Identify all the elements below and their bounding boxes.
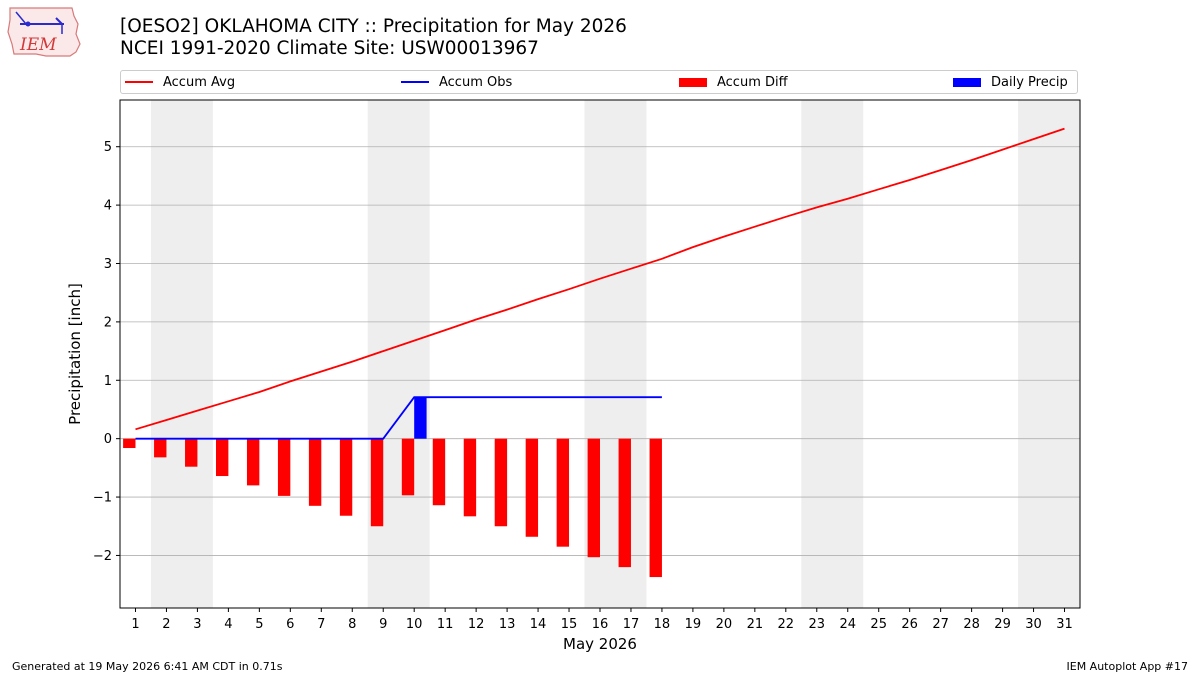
legend-label-accum-obs: Accum Obs [439,74,513,90]
x-tick-label: 9 [379,617,387,632]
accum-diff-bar [308,438,322,506]
accum-diff-bar [587,438,600,558]
x-tick-label: 5 [255,617,263,632]
x-tick-label: 4 [224,617,232,632]
x-tick-label: 13 [499,617,516,632]
legend-label-accum-avg: Accum Avg [163,74,236,90]
x-tick-label: 24 [839,617,856,632]
x-tick-label: 17 [623,617,640,632]
y-tick-label: 2 [104,315,112,330]
x-tick-label: 10 [406,617,423,632]
x-tick-label: 22 [778,617,795,632]
daily-precip-bar [414,397,427,439]
accum-diff-bar [154,438,167,458]
x-tick-label: 1 [131,617,139,632]
accum-diff-bar [463,438,477,517]
iem-logo-icon: IEM [7,7,81,57]
legend-item-accum-diff: Accum Diff [679,71,788,93]
x-tick-label: 7 [317,617,325,632]
weekend-shade-3 [801,100,864,608]
x-tick-label: 12 [468,617,485,632]
legend-swatch-daily-precip [953,77,981,87]
accum-diff-bar [185,438,198,467]
accum-diff-bar [649,438,662,578]
y-tick-label: 1 [104,374,112,389]
weekend-shade-4 [1018,100,1080,608]
chart-title: [OESO2] OKLAHOMA CITY :: Precipitation f… [120,16,627,37]
legend-item-daily-precip: Daily Precip [953,71,1068,93]
y-tick-label: 3 [104,257,112,272]
x-tick-label: 6 [286,617,294,632]
y-axis-label: Precipitation [inch] [66,283,84,425]
legend-label-accum-diff: Accum Diff [717,74,788,90]
accum-obs-line [135,396,662,440]
x-tick-label: 14 [530,617,547,632]
accum-diff-bar [216,438,229,477]
accum-diff-bar [246,438,260,486]
x-tick-label: 2 [162,617,170,632]
legend-label-daily-precip: Daily Precip [991,74,1068,90]
logo-text: IEM [19,35,57,55]
legend-swatch-accum-diff [679,77,707,87]
y-tick-label: 5 [104,140,112,155]
x-tick-label: 21 [747,617,764,632]
x-tick-label: 25 [870,617,887,632]
chart-subtitle: NCEI 1991-2020 Climate Site: USW00013967 [120,38,539,59]
weekend-shading [150,100,1080,608]
x-tick-label: 26 [901,617,918,632]
y-tick-label: 4 [104,199,112,214]
x-tick-label: 27 [932,617,949,632]
plot-frame [119,99,1081,609]
accum-avg-line [135,127,1065,431]
bars [123,397,662,578]
x-tick-label: 3 [193,617,201,632]
x-axis-label: May 2026 [563,635,637,653]
x-tick-label: 31 [1056,617,1073,632]
x-tick-label: 8 [348,617,356,632]
legend-swatch-accum-avg [125,81,153,83]
x-tick-label: 30 [1025,617,1042,632]
x-tick-label: 18 [654,617,671,632]
accum-diff-bar [277,438,291,496]
y-tick-label: −2 [93,549,112,564]
x-tick-label: 16 [592,617,609,632]
accum-diff-bar [494,438,508,527]
x-tick-label: 11 [437,617,454,632]
weekend-shade-0 [150,100,213,608]
x-tick-label: 15 [561,617,578,632]
accum-diff-bar [370,438,384,527]
accum-diff-bar [401,438,415,496]
legend-item-accum-avg: Accum Avg [125,71,235,93]
accum-diff-bar [339,438,353,516]
x-tick-label: 20 [716,617,733,632]
chart-legend: Accum Avg Accum Obs Accum Diff Daily Pre… [120,70,1078,94]
accum-diff-bar [556,438,570,547]
accum-diff-bar [432,438,446,506]
x-tick-label: 19 [685,617,702,632]
generated-timestamp: Generated at 19 May 2026 6:41 AM CDT in … [12,660,283,673]
legend-item-accum-obs: Accum Obs [401,71,512,93]
legend-swatch-accum-obs [401,81,429,83]
y-tick-label: 0 [104,432,112,447]
app-credit: IEM Autoplot App #17 [1066,660,1189,673]
y-tick-label: −1 [93,491,112,506]
x-tick-label: 28 [963,617,980,632]
series-lines [135,127,1065,440]
accum-diff-bar [618,438,631,568]
x-tick-label: 29 [994,617,1011,632]
accum-diff-bar [123,438,136,449]
x-tick-label: 23 [809,617,826,632]
accum-diff-bar [525,438,539,537]
